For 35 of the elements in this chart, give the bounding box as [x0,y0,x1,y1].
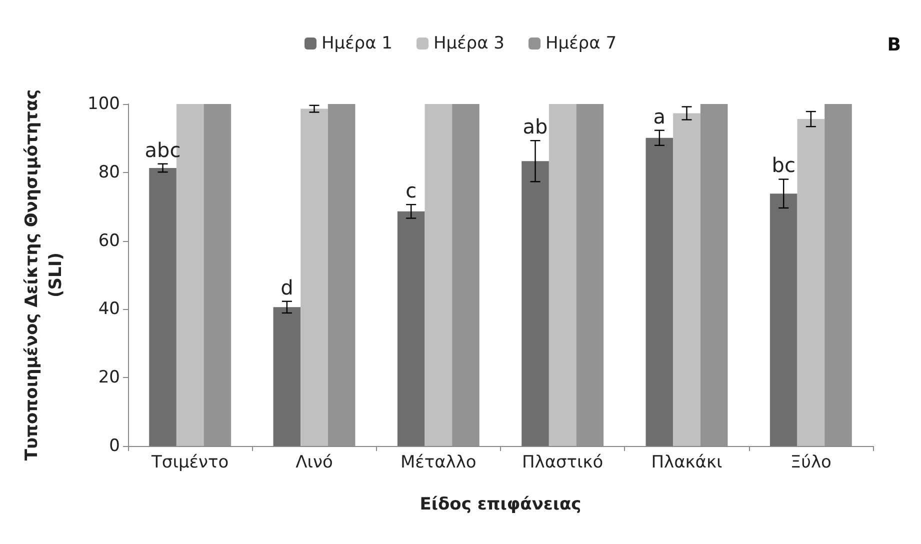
bar [548,104,576,446]
y-tick-label: 80 [98,162,120,182]
x-tick-label: Πλαστικό [522,452,604,472]
x-tick-label: Ξύλο [790,452,832,472]
bar [673,113,700,446]
bar [149,168,176,446]
bar [300,108,328,446]
bar [397,211,425,446]
data-label: d [280,275,294,300]
bar [273,307,301,446]
bar [522,161,549,446]
bar [797,119,825,446]
bar [424,104,452,446]
text: B [887,34,902,56]
legend-label: Ημέρα 1 [321,34,393,54]
y-tick-label: 20 [98,368,120,388]
y-tick-label: 60 [98,230,120,251]
legend-label: Ημέρα 7 [546,34,617,54]
legend-label: Ημέρα 3 [434,34,505,54]
x-tick-label: Λινό [296,452,333,472]
bar [646,138,674,446]
data-label: bc [772,153,796,178]
y-tick-label: 100 [88,94,120,114]
x-tick-label: Τσιμέντο [150,452,229,472]
data-label: a [653,104,666,128]
data-label: c [406,178,417,203]
bar [770,194,798,446]
data-label: ab [522,114,548,139]
x-tick-label: Μέταλλο [400,452,476,472]
x-tick-label: Πλακάκι [651,452,723,472]
y-axis-title: Τυποποιημένος Δείκτης Θνησιμότητας (SLI) [22,89,66,461]
y-tick-label: 0 [109,436,120,456]
data-label: abc [144,138,181,162]
x-axis-title: Είδος επιφάνειας [420,494,582,514]
y-tick-label: 40 [98,299,120,320]
